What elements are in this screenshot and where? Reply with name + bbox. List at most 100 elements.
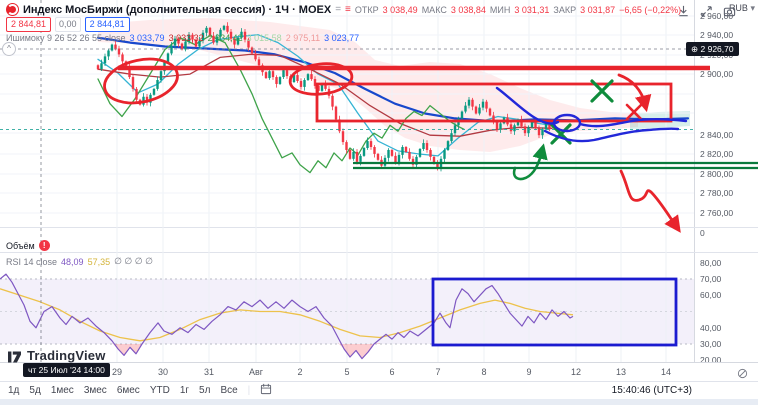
time-axis-settings-icon[interactable] xyxy=(737,366,748,384)
candle-body xyxy=(366,141,369,148)
range-button-6мес[interactable]: 6мес xyxy=(116,385,140,396)
range-button-1г[interactable]: 1г xyxy=(179,385,190,396)
range-button-1мес[interactable]: 1мес xyxy=(50,385,74,396)
range-button-5д[interactable]: 5д xyxy=(29,385,41,396)
time-axis-label[interactable]: 8 xyxy=(481,367,487,377)
price-axis[interactable]: RUB ▾ 2 960,002 940,002 920,002 900,002 … xyxy=(694,0,758,381)
candle-body xyxy=(457,118,460,126)
candle-body xyxy=(145,96,149,103)
candle-body xyxy=(425,143,429,150)
time-axis-label[interactable]: 9 xyxy=(526,367,532,377)
candle-body xyxy=(205,27,208,33)
candle-body xyxy=(464,105,467,112)
rsi-legend[interactable]: RSI 14 close 48,09 57,35 ∅ ∅ ∅ ∅ xyxy=(6,256,153,267)
ichimoku-legend[interactable]: Ишимоку 9 26 52 26 55 close 3 033,79 3 03… xyxy=(6,33,359,43)
time-axis[interactable]: 29 30 31 Авг 2 5 6 7 8 9 12 13 14 xyxy=(0,362,758,382)
buy-button[interactable]: 2 844,81 xyxy=(84,17,130,32)
candle-body xyxy=(506,117,509,125)
time-axis-label[interactable]: 31 xyxy=(203,367,215,377)
low-label: МИН xyxy=(489,4,511,15)
go-to-date-icon[interactable] xyxy=(260,383,272,398)
time-axis-label[interactable]: 2 xyxy=(297,367,303,377)
candle-body xyxy=(495,122,499,130)
range-button-5л[interactable]: 5л xyxy=(199,385,211,396)
candle-body xyxy=(278,77,282,84)
ichimoku-tenkan-cyan xyxy=(97,34,553,157)
time-axis-label[interactable]: Авг xyxy=(248,367,264,377)
warning-icon[interactable]: ! xyxy=(38,240,50,251)
high-label: МАКС xyxy=(421,4,447,15)
blue-path-lower xyxy=(543,127,680,143)
camera-screenshot-icon[interactable] xyxy=(720,3,738,19)
sell-button[interactable]: 2 844,81 xyxy=(6,17,52,32)
pane-collapse-chevron-button[interactable]: ^ xyxy=(2,42,16,56)
price-axis-label: 2 840,00 xyxy=(700,130,734,140)
candle-body xyxy=(159,71,163,81)
candle-body xyxy=(474,106,478,114)
ichimoku-values: 3 033,79 3 033,32 2 934,42 3 015,58 2 975,11… xyxy=(130,33,360,43)
candle-body xyxy=(320,83,324,91)
ichimoku-cloud-1 xyxy=(630,111,690,129)
green-x-mark-lower xyxy=(550,123,572,145)
range-button-3мес[interactable]: 3мес xyxy=(83,385,107,396)
candle-body xyxy=(103,56,107,64)
range-button-1д[interactable]: 1д xyxy=(8,385,20,396)
candle-body xyxy=(450,133,453,142)
time-axis-label[interactable]: 6 xyxy=(389,367,395,377)
rsi-label: RSI 14 close xyxy=(6,256,58,267)
pane-separator[interactable] xyxy=(0,227,758,228)
ichimoku-value: 2 934,42 xyxy=(207,33,243,43)
ichimoku-value: 3 023,77 xyxy=(324,33,360,43)
symbol-title[interactable]: Индекс МосБиржи (дополнительная сессия) … xyxy=(23,3,332,16)
candle-body xyxy=(254,53,257,60)
candle-body xyxy=(408,151,411,159)
candle-body xyxy=(516,119,520,126)
candle-body xyxy=(348,149,352,159)
download-icon[interactable] xyxy=(674,3,692,19)
price-axis-label: 2 960,00 xyxy=(700,11,734,21)
rsi-oversold-fill-0 xyxy=(112,343,148,356)
pane-separator[interactable] xyxy=(0,252,758,253)
time-axis-label[interactable]: 14 xyxy=(660,367,672,377)
rsi-value: 48,09 xyxy=(61,256,84,267)
time-axis-label[interactable]: 30 xyxy=(157,367,169,377)
candle-body xyxy=(264,72,268,79)
candle-body xyxy=(548,123,551,130)
volume-legend[interactable]: Объём ! xyxy=(6,240,50,251)
range-button-все[interactable]: Все xyxy=(220,385,238,396)
candle-body xyxy=(492,115,495,123)
candle-body xyxy=(324,83,327,89)
candle-body xyxy=(296,75,299,82)
tradingview-watermark[interactable]: TradingView xyxy=(8,348,106,363)
equals-icon[interactable]: = xyxy=(335,4,342,15)
price-axis-label: 2 820,00 xyxy=(700,149,734,159)
range-button-ytd[interactable]: YTD xyxy=(149,385,170,396)
rsi-empty-values: ∅ ∅ ∅ ∅ xyxy=(114,256,153,266)
symbol-logo xyxy=(6,3,19,16)
red-circle-left xyxy=(103,57,179,105)
time-axis-label[interactable]: 29 xyxy=(111,367,123,377)
ichimoku-value: 2 975,11 xyxy=(285,33,321,43)
candle-body xyxy=(128,67,131,78)
candle-body xyxy=(422,143,425,149)
candle-body xyxy=(170,45,173,54)
clock[interactable]: 15:40:46 (UTC+3) xyxy=(611,385,692,396)
candle-body xyxy=(481,101,485,108)
candle-body xyxy=(310,74,313,80)
candle-body xyxy=(520,119,523,127)
candle-body xyxy=(285,70,289,77)
rsi-oversold-fill-1 xyxy=(338,343,380,359)
currency-selector[interactable]: RUB ▾ xyxy=(729,3,755,14)
ichimoku-value: 3 033,79 xyxy=(129,33,165,43)
time-axis-label[interactable]: 13 xyxy=(615,367,627,377)
red-menu-icon[interactable]: ≡ xyxy=(345,4,351,15)
time-axis-label[interactable]: 5 xyxy=(344,367,350,377)
price-axis-label: 2 900,00 xyxy=(700,69,734,79)
fullscreen-icon[interactable] xyxy=(697,3,715,19)
candle-body xyxy=(394,155,397,163)
open-value: 3 038,49 xyxy=(382,4,418,15)
time-axis-label[interactable]: 7 xyxy=(435,367,441,377)
time-axis-label[interactable]: 12 xyxy=(570,367,582,377)
candle-body xyxy=(303,80,306,87)
